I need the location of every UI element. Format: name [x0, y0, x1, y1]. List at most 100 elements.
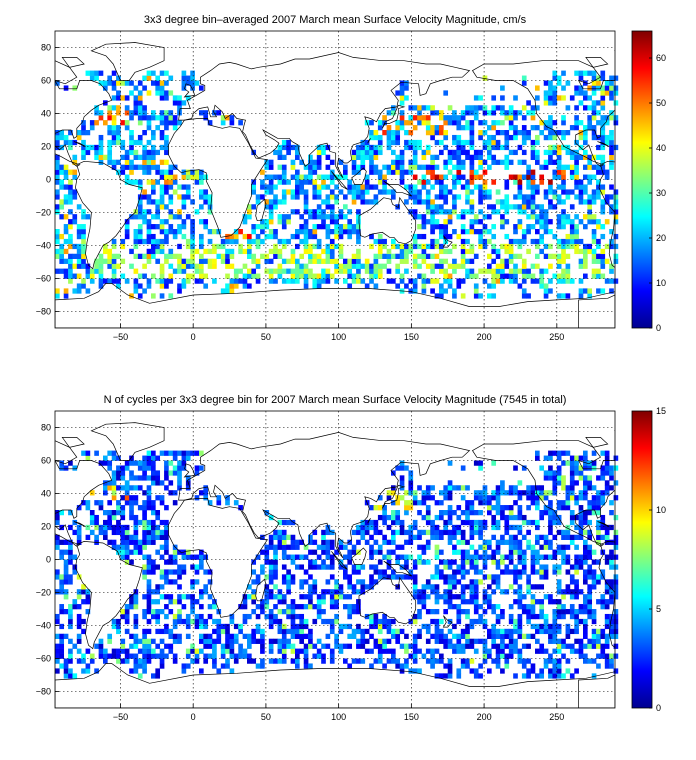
data-cell: [491, 110, 497, 116]
data-cell: [133, 519, 139, 526]
data-cell: [251, 258, 257, 264]
data-cell: [417, 668, 422, 674]
data-cell: [216, 668, 222, 674]
data-cell: [513, 465, 518, 471]
data-cell: [513, 490, 518, 496]
data-cell: [530, 544, 536, 550]
data-cell: [299, 189, 305, 195]
data-cell: [596, 238, 601, 245]
data-cell: [386, 110, 392, 116]
data-cell: [373, 638, 379, 644]
data-cell: [120, 169, 126, 175]
data-cell: [377, 120, 383, 126]
data-cell: [574, 105, 579, 111]
data-cell: [604, 663, 610, 669]
data-cell: [382, 115, 387, 121]
data-cell: [164, 460, 169, 466]
data-cell: [443, 174, 449, 180]
data-cell: [526, 574, 531, 580]
data-cell: [116, 110, 121, 116]
data-cell: [146, 233, 152, 240]
data-cell: [556, 613, 562, 620]
data-cell: [321, 599, 326, 605]
data-cell: [609, 579, 614, 585]
data-cell: [596, 653, 601, 659]
data-cell: [521, 564, 527, 570]
data-cell: [591, 85, 597, 91]
data-cell: [76, 594, 82, 600]
data-cell: [613, 609, 619, 615]
data-cell: [63, 273, 69, 279]
data-cell: [399, 179, 405, 185]
data-cell: [85, 524, 91, 531]
data-cell: [225, 115, 230, 121]
data-cell: [303, 164, 309, 170]
data-cell: [303, 204, 309, 210]
data-cell: [552, 204, 558, 210]
data-cell: [220, 648, 226, 654]
data-cell: [281, 638, 287, 644]
data-cell: [264, 233, 270, 240]
data-cell: [155, 609, 161, 615]
data-cell: [513, 238, 518, 245]
data-cell: [85, 663, 91, 669]
data-cell: [574, 184, 579, 190]
data-cell: [456, 134, 462, 141]
data-cell: [76, 618, 82, 625]
data-cell: [168, 179, 174, 185]
data-cell: [81, 263, 86, 269]
data-cell: [460, 214, 466, 220]
data-cell: [76, 505, 82, 511]
data-cell: [81, 238, 86, 245]
data-cell: [316, 648, 322, 654]
data-cell: [107, 510, 113, 516]
data-cell: [561, 243, 566, 250]
data-cell: [596, 189, 601, 195]
data-cell: [181, 263, 187, 269]
data-cell: [72, 599, 78, 605]
data-cell: [199, 564, 204, 570]
data-cell: [543, 100, 549, 106]
data-cell: [120, 524, 126, 531]
data-cell: [574, 554, 579, 560]
data-cell: [281, 658, 287, 664]
data-cell: [55, 154, 60, 160]
data-cell: [111, 623, 117, 630]
data-cell: [347, 549, 353, 555]
data-cell: [604, 90, 610, 96]
data-cell: [373, 529, 379, 536]
data-cell: [430, 174, 435, 180]
data-cell: [295, 229, 300, 235]
data-cell: [517, 480, 523, 486]
data-cell: [146, 70, 152, 76]
data-cell: [530, 485, 536, 491]
data-cell: [548, 80, 553, 86]
data-cell: [321, 258, 326, 264]
data-cell: [386, 169, 392, 175]
data-cell: [417, 110, 422, 116]
data-cell: [556, 144, 562, 151]
data-cell: [543, 618, 549, 625]
data-cell: [552, 100, 558, 106]
data-cell: [526, 204, 531, 210]
data-cell: [399, 95, 405, 101]
data-cell: [168, 648, 174, 654]
data-cell: [273, 248, 278, 255]
data-cell: [430, 658, 435, 664]
data-cell: [142, 194, 147, 200]
data-cell: [382, 554, 387, 560]
data-cell: [460, 263, 466, 269]
data-cell: [338, 233, 344, 240]
colorbar-gradient-velocity: [631, 30, 653, 329]
data-cell: [89, 144, 95, 151]
data-cell: [473, 529, 479, 536]
data-cell: [369, 633, 374, 639]
data-cell: [417, 529, 422, 536]
data-cell: [59, 268, 65, 274]
coastline: [692, 119, 696, 238]
data-cell: [587, 85, 593, 91]
data-cell: [190, 584, 195, 590]
data-cell: [137, 134, 143, 141]
data-cell: [133, 278, 139, 284]
data-cell: [59, 623, 65, 630]
